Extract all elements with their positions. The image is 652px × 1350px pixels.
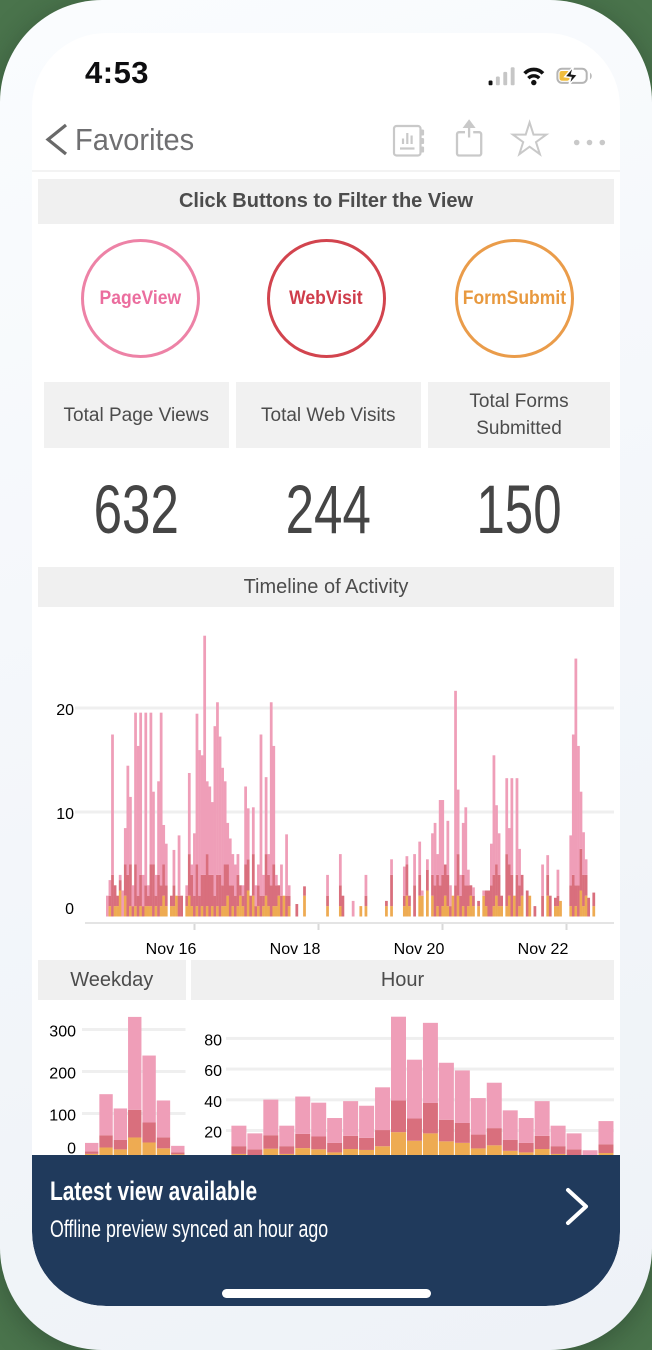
svg-text:10: 10	[56, 806, 74, 823]
svg-text:Nov 22: Nov 22	[518, 941, 569, 958]
svg-text:80: 80	[204, 1032, 222, 1049]
svg-text:Nov 18: Nov 18	[270, 941, 321, 958]
svg-text:200: 200	[49, 1066, 76, 1083]
svg-text:Nov 20: Nov 20	[394, 941, 445, 958]
svg-text:0: 0	[67, 1141, 76, 1158]
svg-text:Nov 16: Nov 16	[146, 941, 197, 958]
svg-text:0: 0	[65, 901, 74, 918]
svg-text:100: 100	[49, 1108, 76, 1125]
svg-text:40: 40	[204, 1094, 222, 1111]
svg-text:300: 300	[49, 1024, 76, 1041]
svg-text:20: 20	[56, 702, 74, 719]
svg-text:60: 60	[204, 1063, 222, 1080]
svg-text:20: 20	[204, 1125, 222, 1142]
